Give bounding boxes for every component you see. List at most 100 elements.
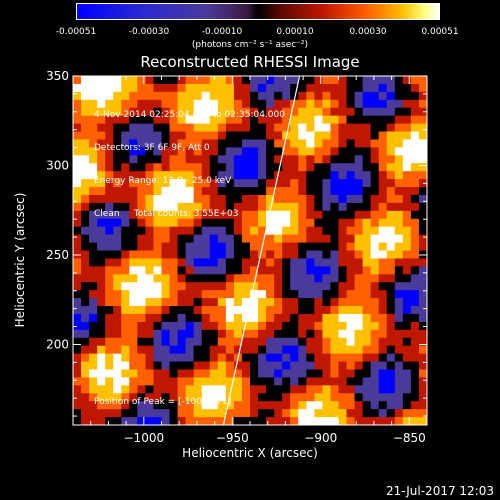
heatmap-cell bbox=[193, 76, 203, 85]
heatmap-cell bbox=[274, 139, 283, 148]
heatmap-cell bbox=[354, 147, 364, 156]
heatmap-cell bbox=[145, 274, 154, 283]
heatmap-cell bbox=[145, 147, 154, 156]
heatmap-cell bbox=[290, 250, 299, 259]
heatmap-cell bbox=[322, 76, 331, 85]
heatmap-cell bbox=[306, 250, 315, 259]
heatmap-cell bbox=[209, 115, 219, 125]
heatmap-cell bbox=[394, 99, 404, 109]
heatmap-cell bbox=[418, 353, 428, 363]
heatmap-cell bbox=[274, 131, 283, 140]
heatmap-cell bbox=[402, 345, 412, 355]
heatmap-cell bbox=[73, 179, 82, 188]
heatmap-cell bbox=[362, 409, 372, 418]
heatmap-cell bbox=[258, 115, 267, 125]
heatmap-cell bbox=[97, 76, 106, 85]
heatmap-cell bbox=[217, 417, 227, 426]
heatmap-cell bbox=[410, 171, 420, 180]
heatmap-cell bbox=[233, 242, 243, 251]
heatmap-cell bbox=[233, 147, 243, 156]
heatmap-cell bbox=[81, 345, 90, 355]
heatmap-cell bbox=[153, 258, 162, 267]
heatmap-cell bbox=[161, 393, 171, 402]
heatmap-cell bbox=[81, 171, 90, 180]
heatmap-cell bbox=[410, 377, 420, 386]
heatmap-cell bbox=[193, 282, 203, 291]
heatmap-cell bbox=[266, 91, 275, 101]
heatmap-cell bbox=[89, 266, 98, 275]
heatmap-cell bbox=[177, 298, 187, 307]
heatmap-cell bbox=[161, 361, 171, 370]
heatmap-cell bbox=[161, 155, 171, 164]
heatmap-cell bbox=[346, 377, 356, 386]
heatmap-cell bbox=[250, 179, 259, 188]
heatmap-cell bbox=[137, 290, 146, 299]
heatmap-cell bbox=[113, 290, 122, 299]
heatmap-cell bbox=[217, 393, 227, 402]
heatmap-cell bbox=[89, 91, 98, 101]
heatmap-cell bbox=[258, 202, 267, 212]
heatmap-cell bbox=[153, 369, 162, 378]
heatmap-cell bbox=[201, 139, 211, 148]
heatmap-cell bbox=[177, 139, 187, 148]
heatmap-cell bbox=[402, 298, 412, 307]
heatmap-cell bbox=[266, 282, 275, 291]
heatmap-cell bbox=[370, 258, 380, 267]
heatmap-cell bbox=[314, 242, 323, 251]
heatmap-cell bbox=[105, 329, 114, 339]
heatmap-cell bbox=[258, 171, 267, 180]
heatmap-cell bbox=[402, 401, 412, 410]
heatmap-cell bbox=[418, 99, 428, 109]
heatmap-cell bbox=[161, 258, 171, 267]
heatmap-cell bbox=[282, 282, 291, 291]
heatmap-cell bbox=[394, 313, 404, 323]
heatmap-cell bbox=[81, 91, 90, 101]
heatmap-cell bbox=[410, 76, 420, 85]
heatmap-cell bbox=[282, 250, 291, 259]
heatmap-cell bbox=[314, 147, 323, 156]
heatmap-cell bbox=[177, 99, 187, 109]
heatmap-cell bbox=[290, 147, 299, 156]
heatmap-cell bbox=[153, 385, 162, 394]
heatmap-cell bbox=[185, 266, 195, 275]
heatmap-cell bbox=[394, 290, 404, 299]
heatmap-cell bbox=[81, 202, 90, 212]
heatmap-cell bbox=[306, 131, 315, 140]
heatmap-cell bbox=[153, 393, 162, 402]
heatmap-cell bbox=[298, 401, 307, 410]
heatmap-cell bbox=[330, 369, 339, 378]
heatmap-cell bbox=[410, 194, 420, 204]
heatmap-cell bbox=[113, 210, 122, 220]
heatmap-cell bbox=[338, 234, 348, 244]
heatmap-cell bbox=[81, 83, 90, 93]
heatmap-cell bbox=[185, 163, 195, 172]
heatmap-cell bbox=[169, 76, 179, 85]
heatmap-cell bbox=[274, 313, 283, 323]
heatmap-cell bbox=[97, 250, 106, 259]
heatmap-cell bbox=[113, 258, 122, 267]
heatmap-cell bbox=[354, 385, 364, 394]
heatmap-cell bbox=[129, 234, 138, 244]
heatmap-cell bbox=[282, 155, 291, 164]
heatmap-cell bbox=[418, 401, 428, 410]
heatmap-cell bbox=[73, 107, 82, 117]
heatmap-cell bbox=[394, 417, 404, 426]
heatmap-cell bbox=[370, 123, 380, 133]
heatmap-cell bbox=[105, 369, 114, 378]
heatmap-cell bbox=[169, 377, 179, 386]
heatmap-cell bbox=[209, 107, 219, 117]
heatmap-cell bbox=[169, 409, 179, 418]
heatmap-cell bbox=[362, 377, 372, 386]
colorbar bbox=[76, 3, 440, 20]
heatmap-cell bbox=[394, 202, 404, 212]
heatmap-cell bbox=[97, 377, 106, 386]
heatmap-cell bbox=[89, 218, 98, 228]
heatmap-cell bbox=[97, 147, 106, 156]
heatmap-cell bbox=[193, 369, 203, 378]
heatmap-cell bbox=[161, 306, 171, 315]
heatmap-cell bbox=[137, 226, 146, 236]
heatmap-cell bbox=[169, 226, 179, 236]
heatmap-cell bbox=[97, 361, 106, 370]
heatmap-cell bbox=[177, 83, 187, 93]
